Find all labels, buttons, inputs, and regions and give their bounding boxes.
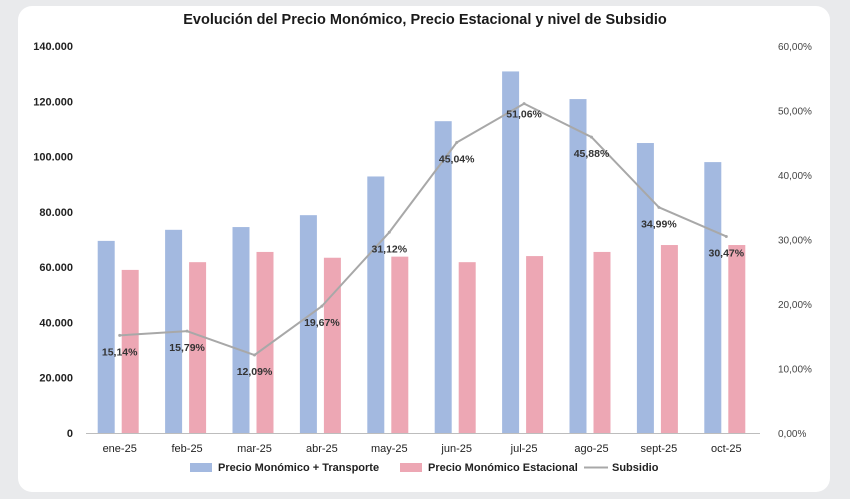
subsidio-point[interactable] <box>387 230 391 234</box>
legend-swatch <box>400 463 422 472</box>
subsidio-point[interactable] <box>657 205 661 209</box>
y-left-tick-label: 0 <box>67 428 73 440</box>
bar-precio-monomico-estacional[interactable] <box>660 245 678 433</box>
x-tick-label: sept-25 <box>641 443 678 455</box>
subsidio-point[interactable] <box>522 102 526 106</box>
y-left-tick-label: 100.000 <box>33 152 73 164</box>
bar-precio-monomico-transporte[interactable] <box>704 162 722 433</box>
x-tick-label: jul-25 <box>510 443 538 455</box>
subsidio-data-label: 51,06% <box>506 109 542 121</box>
y-right-tick-label: 30,00% <box>778 236 812 247</box>
bar-precio-monomico-transporte[interactable] <box>232 227 250 433</box>
bar-precio-monomico-estacional[interactable] <box>593 251 611 433</box>
bar-precio-monomico-estacional[interactable] <box>391 256 409 433</box>
subsidio-point[interactable] <box>185 329 189 333</box>
legend-swatch <box>190 463 212 472</box>
subsidio-point[interactable] <box>724 234 728 238</box>
subsidio-data-label: 45,04% <box>439 153 475 165</box>
legend[interactable]: Precio Monómico + Transporte Precio Monóm… <box>190 462 659 474</box>
y-left-tick-label: 40.000 <box>39 317 73 329</box>
bar-precio-monomico-estacional[interactable] <box>256 251 274 433</box>
subsidio-data-label: 31,12% <box>371 243 407 255</box>
bar-precio-monomico-estacional[interactable] <box>189 262 207 433</box>
bar-precio-monomico-transporte[interactable] <box>636 143 654 433</box>
bar-precio-monomico-estacional[interactable] <box>121 269 139 433</box>
x-tick-label: abr-25 <box>306 443 338 455</box>
bar-precio-monomico-transporte[interactable] <box>434 121 452 433</box>
subsidio-data-label: 12,09% <box>237 366 273 378</box>
y-axis-left: 0 20.000 40.000 60.000 80.000 100.000 120.000 1… <box>33 41 73 440</box>
y-axis-right: 0,00% 10,00% 20,00% 30,00% 40,00% 50,00% 60,00… <box>778 42 812 440</box>
bar-precio-monomico-estacional[interactable] <box>728 245 746 433</box>
subsidio-line[interactable] <box>119 102 727 357</box>
y-right-tick-label: 60,00% <box>778 42 812 53</box>
bar-precio-monomico-transporte[interactable] <box>97 240 115 433</box>
x-tick-label: mar-25 <box>237 443 272 455</box>
subsidio-data-label: 15,79% <box>169 342 205 354</box>
legend-label: Subsidio <box>612 462 659 474</box>
bar-precio-monomico-transporte[interactable] <box>367 176 385 433</box>
subsidio-data-label: 15,14% <box>102 346 138 358</box>
y-right-tick-label: 0,00% <box>778 429 806 440</box>
subsidio-data-label: 45,88% <box>574 148 610 160</box>
subsidio-point[interactable] <box>118 333 122 337</box>
legend-label: Precio Monómico Estacional <box>428 462 578 474</box>
subsidio-data-label: 19,67% <box>304 317 340 329</box>
x-axis: ene-25 feb-25 mar-25 abr-25 may-25 jun-25 jul-… <box>86 433 760 455</box>
x-tick-label: jun-25 <box>440 443 472 455</box>
subsidio-data-label: 34,99% <box>641 218 677 230</box>
legend-label: Precio Monómico + Transporte <box>218 462 379 474</box>
y-left-tick-label: 140.000 <box>33 41 73 53</box>
subsidio-point[interactable] <box>455 140 459 144</box>
y-left-tick-label: 120.000 <box>33 96 73 108</box>
bar-precio-monomico-transporte[interactable] <box>569 99 587 434</box>
y-right-tick-label: 20,00% <box>778 300 812 311</box>
y-left-tick-label: 20.000 <box>39 373 73 385</box>
bar-precio-monomico-transporte[interactable] <box>502 71 520 433</box>
subsidio-data-label: 30,47% <box>708 247 744 259</box>
x-tick-label: ene-25 <box>103 443 137 455</box>
data-labels: 15,14% 15,79% 12,09% 19,67% 31,12% 45,04% 51,0… <box>102 109 745 378</box>
y-right-tick-label: 40,00% <box>778 171 812 182</box>
x-tick-label: oct-25 <box>711 443 742 455</box>
y-left-tick-label: 80.000 <box>39 207 73 219</box>
chart-title: Evolución del Precio Monómico, Precio Es… <box>183 12 667 28</box>
bar-precio-monomico-estacional[interactable] <box>458 262 476 433</box>
subsidio-point[interactable] <box>320 304 324 308</box>
bar-precio-monomico-transporte[interactable] <box>299 215 317 433</box>
subsidio-point[interactable] <box>590 135 593 139</box>
x-tick-label: may-25 <box>371 443 408 455</box>
subsidy-line <box>118 102 728 357</box>
y-right-tick-label: 50,00% <box>778 107 812 118</box>
y-left-tick-label: 60.000 <box>39 262 73 274</box>
x-tick-label: ago-25 <box>574 443 608 455</box>
bar-precio-monomico-estacional[interactable] <box>526 256 544 433</box>
chart-card <box>18 6 830 492</box>
subsidio-point[interactable] <box>253 353 256 357</box>
bars <box>97 71 746 434</box>
bar-precio-monomico-estacional[interactable] <box>323 257 341 433</box>
y-right-tick-label: 10,00% <box>778 365 812 376</box>
x-tick-label: feb-25 <box>171 443 202 455</box>
